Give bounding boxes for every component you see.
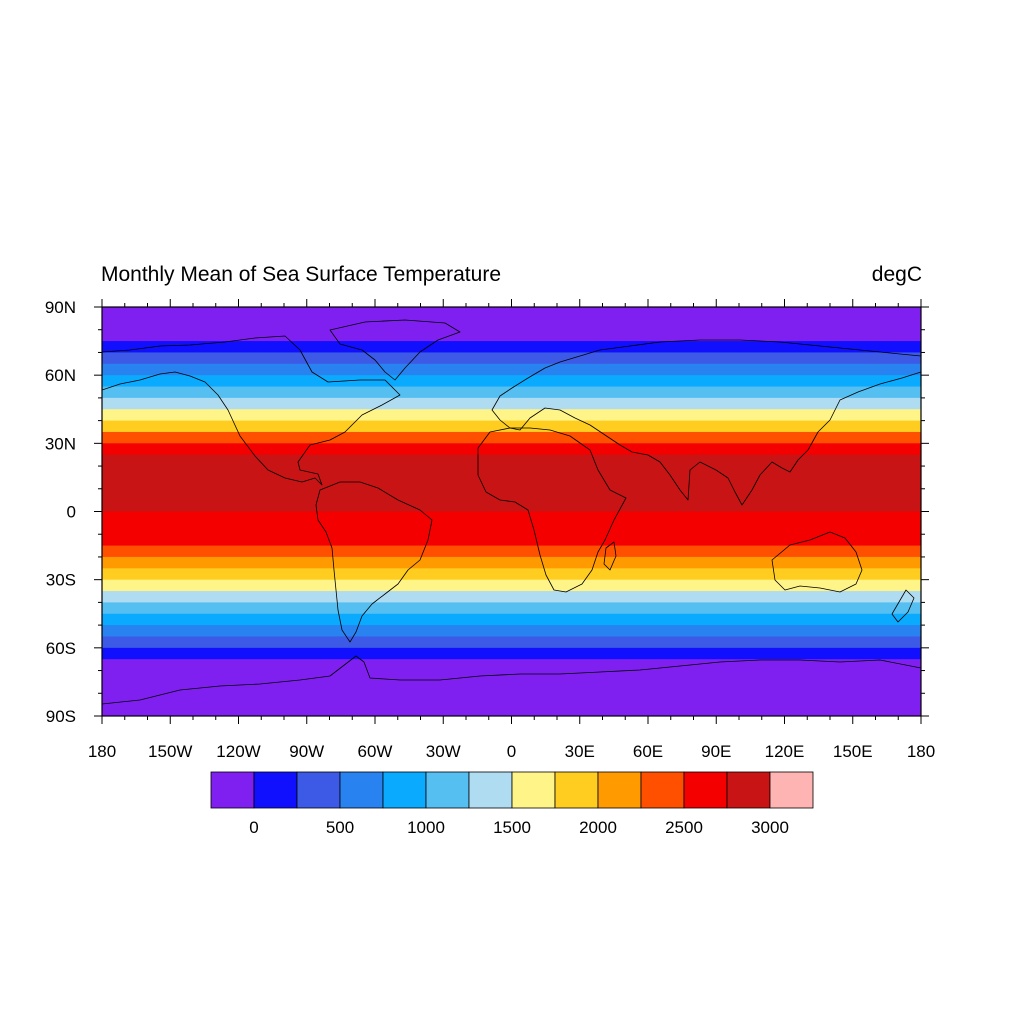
colorbar-label: 1500 <box>493 818 531 837</box>
sst-band <box>102 397 921 410</box>
sst-band <box>102 307 921 319</box>
colorbar-box <box>769 771 814 809</box>
colorbar-box <box>339 771 384 809</box>
coastline-madagascar <box>603 541 617 571</box>
sst-band <box>102 409 921 422</box>
sst-band <box>102 591 921 603</box>
sst-band <box>102 636 921 649</box>
sst-band <box>102 420 921 433</box>
lon-tick-label: 180 <box>907 742 935 761</box>
lon-tick-label: 30W <box>426 742 461 761</box>
sst-band <box>102 511 921 524</box>
sst-band <box>102 568 921 581</box>
sst-band <box>102 352 921 365</box>
sst-band <box>102 659 921 672</box>
colorbar-box <box>683 771 728 809</box>
lat-tick-label: 30S <box>46 571 76 590</box>
colorbar-label: 500 <box>326 818 354 837</box>
sst-band <box>102 602 921 615</box>
colorbar-box <box>726 771 771 809</box>
coastline-africa <box>477 427 627 593</box>
colorbar-box <box>296 771 341 809</box>
sst-band <box>102 556 921 569</box>
colorbar-box <box>597 771 642 809</box>
lon-tick-label: 150W <box>148 742 192 761</box>
sst-band <box>102 613 921 626</box>
lat-tick-label: 60N <box>45 366 76 385</box>
colorbar-label: 2500 <box>665 818 703 837</box>
sst-band <box>102 693 921 706</box>
sst-band <box>102 329 921 342</box>
colorbar-labels: 0 500 1000 1500 2000 2500 3000 <box>249 818 789 837</box>
sst-band <box>102 431 921 444</box>
lon-tick-label: 60E <box>633 742 663 761</box>
sst-band <box>102 670 921 683</box>
colorbar-box <box>468 771 513 809</box>
coastline-south-america <box>315 481 433 643</box>
sst-band <box>102 681 921 694</box>
lon-tick-label: 150E <box>833 742 873 761</box>
sst-field <box>102 307 921 716</box>
lat-tick-label: 0 <box>67 503 76 522</box>
axis-ticks <box>94 299 929 724</box>
sst-band <box>102 500 921 513</box>
lat-tick-label: 90N <box>45 298 76 317</box>
sst-band <box>102 704 921 716</box>
sst-band <box>102 625 921 638</box>
coastline-australia <box>771 531 863 593</box>
lon-tick-label: 120W <box>216 742 260 761</box>
units-label: degC <box>872 263 922 286</box>
lat-tick-label: 30N <box>45 434 76 453</box>
colorbar-box <box>382 771 427 809</box>
lon-tick-label: 0 <box>507 742 516 761</box>
colorbar-box <box>640 771 685 809</box>
lon-tick-label: 30E <box>565 742 595 761</box>
map-title: Monthly Mean of Sea Surface Temperature <box>101 263 501 286</box>
coastline-new-zealand <box>891 589 915 623</box>
coastline-north-america <box>102 335 401 486</box>
colorbar-label: 2000 <box>579 818 617 837</box>
colorbar-label: 1000 <box>407 818 445 837</box>
sst-band <box>102 375 921 388</box>
colorbar-box <box>425 771 470 809</box>
colorbar <box>210 771 814 809</box>
sst-band <box>102 477 921 490</box>
map-area <box>102 307 921 716</box>
lon-tick-label: 120E <box>765 742 805 761</box>
land-masses <box>102 319 921 705</box>
lat-tick-label: 60S <box>46 639 76 658</box>
sst-band <box>102 363 921 376</box>
sst-band <box>102 522 921 535</box>
sst-band <box>102 443 921 456</box>
colorbar-box <box>511 771 556 809</box>
sst-band <box>102 341 921 354</box>
coastline-greenland <box>329 319 461 381</box>
sst-band <box>102 647 921 660</box>
colorbar-box <box>210 771 255 809</box>
colorbar-box <box>554 771 599 809</box>
colorbar-label: 3000 <box>751 818 789 837</box>
lat-tick-label: 90S <box>46 707 76 726</box>
coastline-eurasia <box>491 339 921 506</box>
lon-tick-label: 60W <box>358 742 393 761</box>
colorbar-box <box>253 771 298 809</box>
sst-band <box>102 318 921 331</box>
axis-tick-labels: 90N 60N 30N 0 30S 60S 90S 180 150W 120W 90W 60W 30W 0… <box>45 298 935 761</box>
lon-tick-label: 180 <box>88 742 116 761</box>
colorbar-label: 0 <box>249 818 258 837</box>
sst-band <box>102 488 921 501</box>
sst-band <box>102 579 921 592</box>
sst-band <box>102 386 921 399</box>
sst-band <box>102 466 921 479</box>
lon-tick-label: 90E <box>701 742 731 761</box>
sst-band <box>102 534 921 547</box>
lon-tick-label: 90W <box>289 742 324 761</box>
sst-band <box>102 454 921 467</box>
sst-band <box>102 545 921 558</box>
coastline-antarctica <box>102 655 921 705</box>
